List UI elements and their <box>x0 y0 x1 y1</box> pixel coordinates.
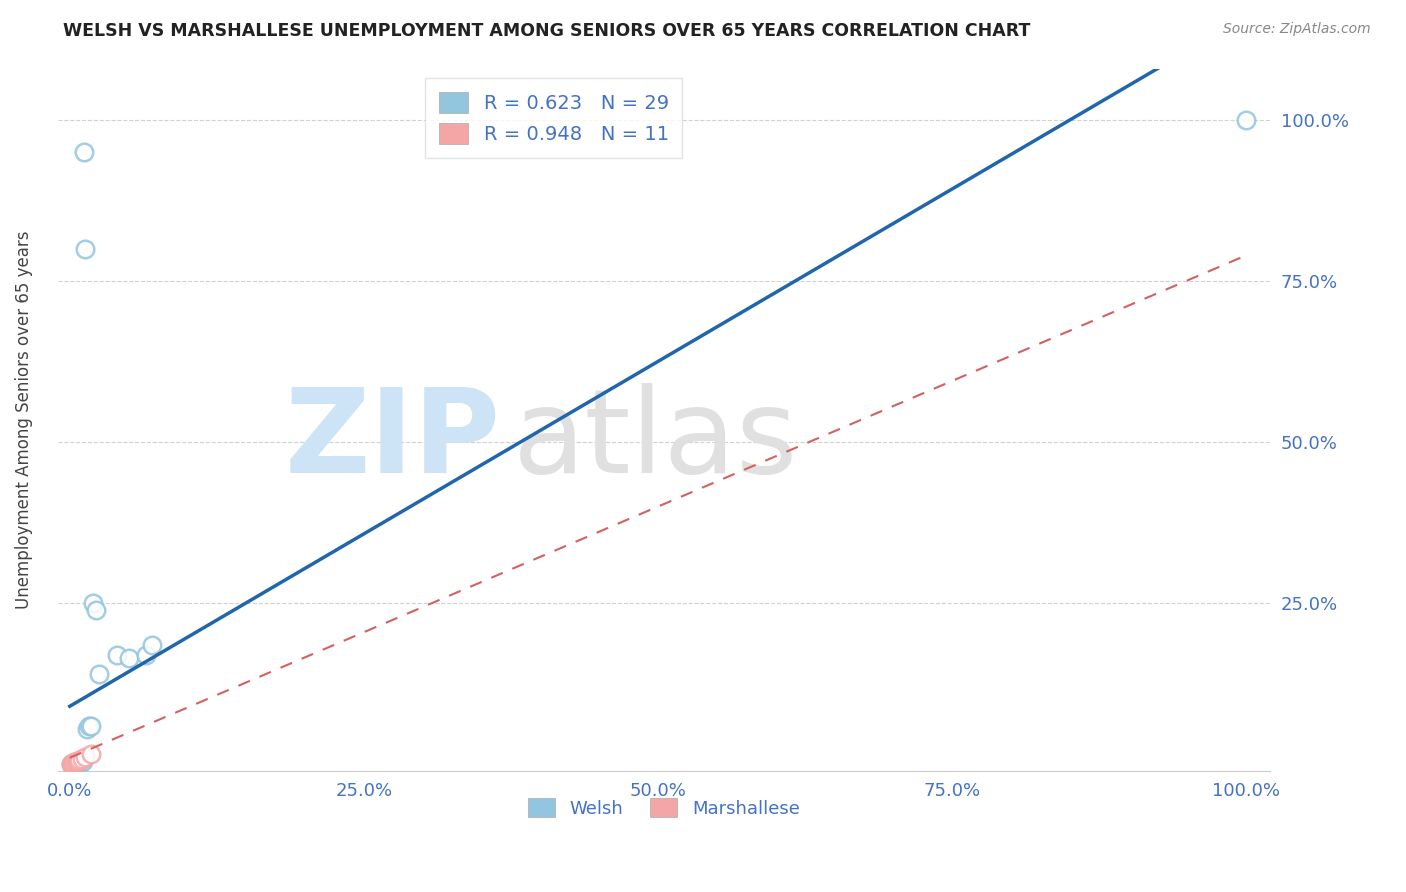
Point <box>72 754 94 768</box>
Point <box>135 648 157 662</box>
Point <box>63 756 86 771</box>
Point <box>66 755 89 769</box>
Point <box>73 242 96 256</box>
Point <box>67 756 90 770</box>
Point <box>60 756 83 771</box>
Point <box>105 648 128 662</box>
Text: WELSH VS MARSHALLESE UNEMPLOYMENT AMONG SENIORS OVER 65 YEARS CORRELATION CHART: WELSH VS MARSHALLESE UNEMPLOYMENT AMONG … <box>63 22 1031 40</box>
Point <box>76 722 98 736</box>
Point <box>66 756 89 770</box>
Point <box>60 756 83 771</box>
Point <box>70 752 93 766</box>
Point <box>59 756 82 771</box>
Point <box>80 747 103 761</box>
Point <box>82 596 104 610</box>
Point <box>66 756 89 770</box>
Point <box>66 756 89 770</box>
Point <box>77 718 100 732</box>
Text: atlas: atlas <box>512 384 797 498</box>
Point <box>59 756 82 771</box>
Point <box>70 755 93 769</box>
Point <box>89 667 111 681</box>
Point <box>84 602 107 616</box>
Point <box>141 638 163 652</box>
Point <box>67 755 90 769</box>
Point <box>63 756 86 770</box>
Point <box>65 756 87 770</box>
Y-axis label: Unemployment Among Seniors over 65 years: Unemployment Among Seniors over 65 years <box>15 230 32 609</box>
Point <box>80 718 103 732</box>
Point <box>1234 113 1257 128</box>
Point <box>66 756 89 770</box>
Text: Source: ZipAtlas.com: Source: ZipAtlas.com <box>1223 22 1371 37</box>
Point <box>65 756 87 770</box>
Point <box>67 753 90 767</box>
Point <box>117 651 139 665</box>
Point <box>73 145 96 160</box>
Point <box>62 756 84 770</box>
Point <box>63 756 86 770</box>
Point <box>69 756 91 770</box>
Point <box>62 756 84 770</box>
Legend: Welsh, Marshallese: Welsh, Marshallese <box>520 791 807 825</box>
Point <box>66 754 89 768</box>
Point <box>73 750 96 764</box>
Point <box>65 756 87 770</box>
Text: ZIP: ZIP <box>284 384 501 498</box>
